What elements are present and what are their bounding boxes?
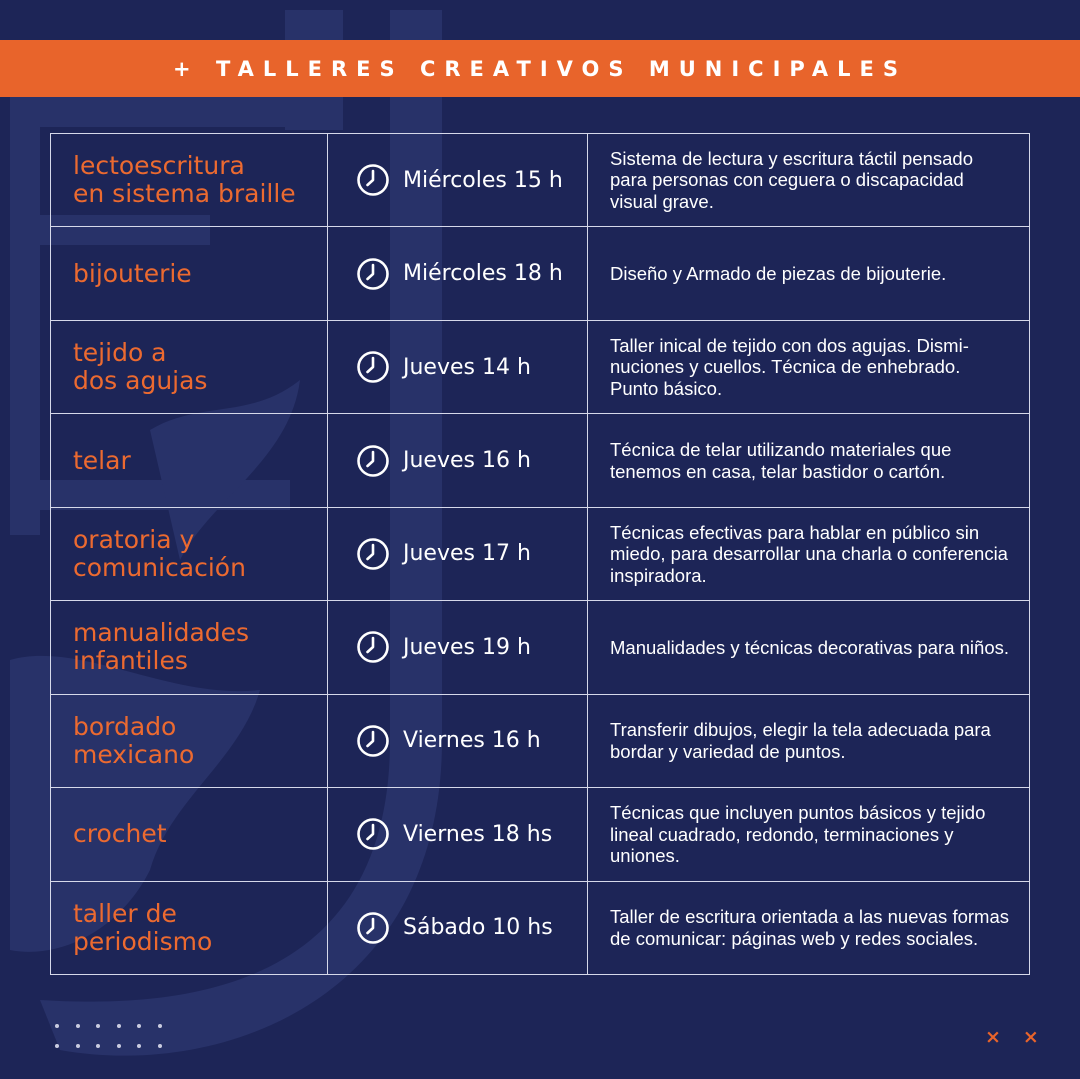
workshop-name-cell: lectoescritura en sistema braille [50,132,328,228]
workshop-time-cell: Jueves 14 h [327,319,588,415]
clock-icon [356,350,390,384]
x-mark-icon: × [1022,1026,1039,1048]
workshop-description: Técnicas efectivas para hablar en públic… [610,521,1008,586]
workshop-description: Sistema de lectura y escritura táctil pe… [610,147,973,212]
clock-icon [356,911,390,945]
workshop-time-cell: Miércoles 15 h [327,132,588,228]
header-banner: + TALLERES CREATIVOS MUNICIPALES [0,40,1080,97]
workshop-name: telar [73,445,131,475]
workshop-description-cell: Diseño y Armado de piezas de bijouterie. [587,226,1030,321]
workshop-name-cell: oratoria y comunicación [50,506,328,602]
table-row: manualidades infantiles Jueves 19 h Manuali… [50,600,1030,695]
dot-decoration [75,1024,80,1028]
workshop-description: Diseño y Armado de piezas de bijouterie. [610,262,947,284]
workshop-name: bordado mexicano [73,711,195,769]
dot-decoration [96,1024,100,1028]
workshop-time-cell: Viernes 18 hs [327,787,588,882]
table-row: bordado mexicano Viernes 16 h Transferir di… [50,693,1030,789]
table-row: telar Jueves 16 h Técnica de telar utiliza… [50,413,1030,508]
table-row: bijouterie Miércoles 18 h Diseño y Armado … [50,226,1030,321]
workshop-time: Miércoles 18 h [403,261,563,287]
workshop-time-cell: Jueves 17 h [327,506,588,602]
clock-icon [356,817,390,851]
workshop-description-cell: Transferir dibujos, elegir la tela adecu… [587,693,1030,789]
workshop-name-cell: telar [50,413,328,508]
workshop-time: Jueves 14 h [403,354,531,380]
table-row: crochet Viernes 18 hs Técnicas que incluye… [50,787,1030,882]
workshop-description: Técnica de telar utilizando materiales q… [610,439,952,482]
dot-decoration [75,1044,80,1048]
workshop-name-cell: tejido a dos agujas [50,319,328,415]
workshop-description-cell: Técnica de telar utilizando materiales q… [587,413,1030,508]
workshop-name: bijouterie [73,258,192,288]
x-marks-decoration: × × [985,1028,1039,1047]
dot-decoration [157,1044,162,1048]
workshop-name-cell: bijouterie [50,226,328,321]
workshop-name-cell: taller de periodismo [50,880,328,975]
workshop-time: Miércoles 15 h [403,167,563,193]
workshop-name: manualidades infantiles [73,618,250,676]
workshop-time: Viernes 18 hs [403,821,553,847]
dot-decoration [55,1044,59,1048]
workshop-name: tejido a dos agujas [73,338,208,396]
clock-icon [356,630,390,664]
dot-decoration [157,1024,162,1028]
workshop-time-cell: Jueves 16 h [327,413,588,508]
workshop-description-cell: Taller inical de tejido con dos agujas. … [587,319,1030,415]
workshop-time: Jueves 16 h [403,448,531,474]
dot-decoration [55,1024,59,1028]
workshop-time: Viernes 16 h [403,728,541,754]
page-title: + TALLERES CREATIVOS MUNICIPALES [173,56,907,81]
workshop-name-cell: crochet [50,787,328,882]
dot-decoration [137,1044,141,1048]
workshop-name: oratoria y comunicación [73,524,246,582]
clock-icon [356,257,390,291]
clock-icon [356,724,390,758]
workshop-description: Taller inical de tejido con dos agujas. … [610,334,969,399]
workshop-name-cell: manualidades infantiles [50,600,328,695]
workshop-description-cell: Técnicas que incluyen puntos básicos y t… [587,787,1030,882]
table-row: tejido a dos agujas Jueves 14 h Taller inic… [50,319,1030,415]
workshop-description: Técnicas que incluyen puntos básicos y t… [610,802,986,867]
workshop-name: taller de periodismo [73,898,213,956]
workshop-time-cell: Sábado 10 hs [327,880,588,975]
workshop-name: lectoescritura en sistema braille [73,151,296,209]
workshop-name-cell: bordado mexicano [50,693,328,789]
workshop-description-cell: Técnicas efectivas para hablar en públic… [587,506,1030,602]
workshop-time: Jueves 17 h [403,541,531,567]
workshop-description-cell: Manualidades y técnicas decorativas para… [587,600,1030,695]
workshop-description: Manualidades y técnicas decorativas para… [610,636,1010,658]
workshop-name: crochet [73,819,167,849]
workshop-description-cell: Taller de escritura orientada a las nuev… [587,880,1030,975]
workshop-description: Taller de escritura orientada a las nuev… [610,906,1009,949]
dot-decoration [137,1024,141,1028]
clock-icon [356,163,390,197]
dot-decoration [96,1044,100,1048]
workshop-time-cell: Viernes 16 h [327,693,588,789]
x-mark-icon: × [985,1026,1001,1048]
workshop-description: Transferir dibujos, elegir la tela adecu… [610,719,991,762]
workshop-time-cell: Miércoles 18 h [327,226,588,321]
dot-decoration [116,1024,121,1028]
workshops-table: lectoescritura en sistema braille Miércole… [50,132,1030,975]
dot-grid-decoration [55,1024,175,1048]
workshop-time: Jueves 19 h [403,634,531,660]
table-row: taller de periodismo Sábado 10 hs Taller de… [50,880,1030,975]
workshop-description-cell: Sistema de lectura y escritura táctil pe… [587,132,1030,228]
workshop-time: Sábado 10 hs [403,915,553,941]
workshop-time-cell: Jueves 19 h [327,600,588,695]
clock-icon [356,444,390,478]
dot-decoration [116,1044,121,1048]
table-row: oratoria y comunicación Jueves 17 h Técnica… [50,506,1030,602]
clock-icon [356,537,390,571]
table-row: lectoescritura en sistema braille Miércole… [50,132,1030,228]
